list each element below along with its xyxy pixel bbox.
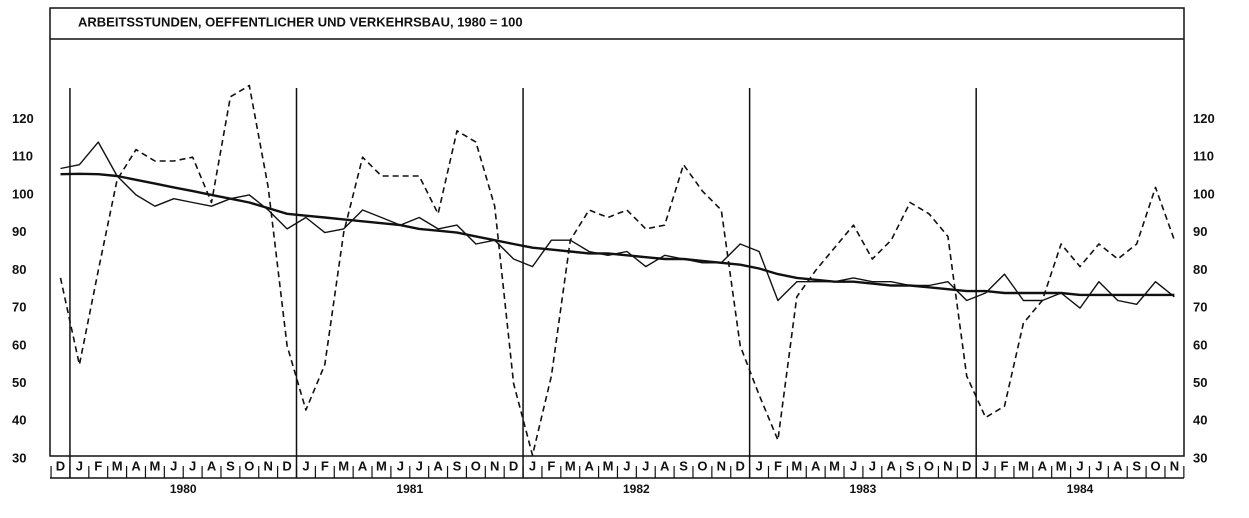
x-tick-label: M (1018, 458, 1029, 473)
x-tick-label: N (717, 458, 726, 473)
y2-tick-label: 50 (1193, 375, 1207, 390)
x-tick-label: A (358, 458, 368, 473)
year-label: 1981 (396, 482, 423, 496)
x-tick-label: S (1132, 458, 1141, 473)
x-tick-label: M (149, 458, 160, 473)
x-tick-label: J (755, 458, 762, 473)
x-tick-label: J (1095, 458, 1102, 473)
y-tick-label: 100 (12, 186, 34, 201)
y-tick-label: 80 (12, 262, 26, 277)
x-tick-label: D (962, 458, 971, 473)
y-tick-label: 30 (12, 450, 26, 465)
x-tick-label: M (112, 458, 123, 473)
x-tick-label: J (1076, 458, 1083, 473)
y-tick-label: 50 (12, 375, 26, 390)
x-tick-label: O (1150, 458, 1160, 473)
x-tick-label: J (170, 458, 177, 473)
x-tick-label: F (774, 458, 782, 473)
x-tick-label: O (244, 458, 254, 473)
x-tick-label: M (376, 458, 387, 473)
y2-tick-label: 110 (1193, 149, 1214, 164)
x-tick-label: O (697, 458, 707, 473)
x-tick-label: A (207, 458, 217, 473)
x-tick-label: A (887, 458, 897, 473)
x-tick-label: A (584, 458, 594, 473)
y2-tick-label: 120 (1193, 111, 1215, 126)
x-tick-label: S (453, 458, 462, 473)
x-tick-label: F (1001, 458, 1009, 473)
y-tick-label: 40 (12, 413, 26, 428)
x-tick-label: S (679, 458, 688, 473)
y-tick-label: 110 (12, 149, 33, 164)
x-tick-label: D (735, 458, 744, 473)
y2-tick-label: 30 (1193, 450, 1207, 465)
y2-tick-label: 70 (1193, 300, 1207, 315)
x-tick-label: N (943, 458, 952, 473)
x-tick-label: D (56, 458, 65, 473)
x-tick-label: S (226, 458, 235, 473)
series-line (60, 172, 1175, 297)
x-tick-label: N (263, 458, 272, 473)
x-tick-label: M (603, 458, 614, 473)
x-tick-label: F (321, 458, 329, 473)
x-tick-label: M (829, 458, 840, 473)
y-tick-label: 60 (12, 337, 26, 352)
y2-tick-label: 100 (1193, 186, 1215, 201)
x-tick-label: J (76, 458, 83, 473)
x-tick-label: J (642, 458, 649, 473)
year-label: 1982 (623, 482, 650, 496)
x-tick-label: S (906, 458, 915, 473)
x-tick-label: A (433, 458, 443, 473)
x-tick-label: J (189, 458, 196, 473)
x-tick-label: M (1056, 458, 1067, 473)
x-tick-label: J (529, 458, 536, 473)
x-tick-label: N (1170, 458, 1179, 473)
y2-tick-label: 80 (1193, 262, 1207, 277)
series-line (59, 84, 1176, 456)
x-tick-label: A (1113, 458, 1123, 473)
x-tick-label: N (490, 458, 499, 473)
x-tick-label: J (416, 458, 423, 473)
frame (49, 7, 1185, 457)
x-tick-label: D (282, 458, 291, 473)
x-tick-label: O (924, 458, 934, 473)
x-tick-label: A (811, 458, 821, 473)
y2-tick-label: 90 (1193, 224, 1207, 239)
series-line (60, 141, 1175, 309)
y2-tick-label: 60 (1193, 337, 1207, 352)
y-tick-label: 120 (12, 111, 34, 126)
year-label: 1983 (850, 482, 877, 496)
x-tick-label: M (338, 458, 349, 473)
x-tick-label: F (94, 458, 102, 473)
x-tick-label: J (397, 458, 404, 473)
chart-title: ARBEITSSTUNDEN, OEFFENTLICHER UND VERKEH… (78, 14, 523, 29)
y-tick-label: 90 (12, 224, 26, 239)
x-tick-label: J (869, 458, 876, 473)
y2-tick-label: 40 (1193, 413, 1207, 428)
x-tick-label: J (302, 458, 309, 473)
year-label: 1980 (170, 482, 197, 496)
x-tick-label: J (850, 458, 857, 473)
x-tick-label: A (1038, 458, 1048, 473)
x-tick-label: A (131, 458, 141, 473)
y-tick-label: 70 (12, 300, 26, 315)
year-label: 1984 (1067, 482, 1094, 496)
x-tick-label: A (660, 458, 670, 473)
x-tick-label: F (547, 458, 555, 473)
x-tick-label: M (791, 458, 802, 473)
x-tick-label: J (623, 458, 630, 473)
x-tick-label: O (471, 458, 481, 473)
x-tick-label: J (982, 458, 989, 473)
x-tick-label: M (565, 458, 576, 473)
x-tick-label: D (509, 458, 518, 473)
